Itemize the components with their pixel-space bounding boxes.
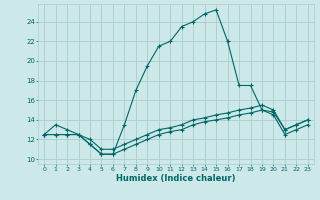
X-axis label: Humidex (Indice chaleur): Humidex (Indice chaleur) — [116, 174, 236, 183]
